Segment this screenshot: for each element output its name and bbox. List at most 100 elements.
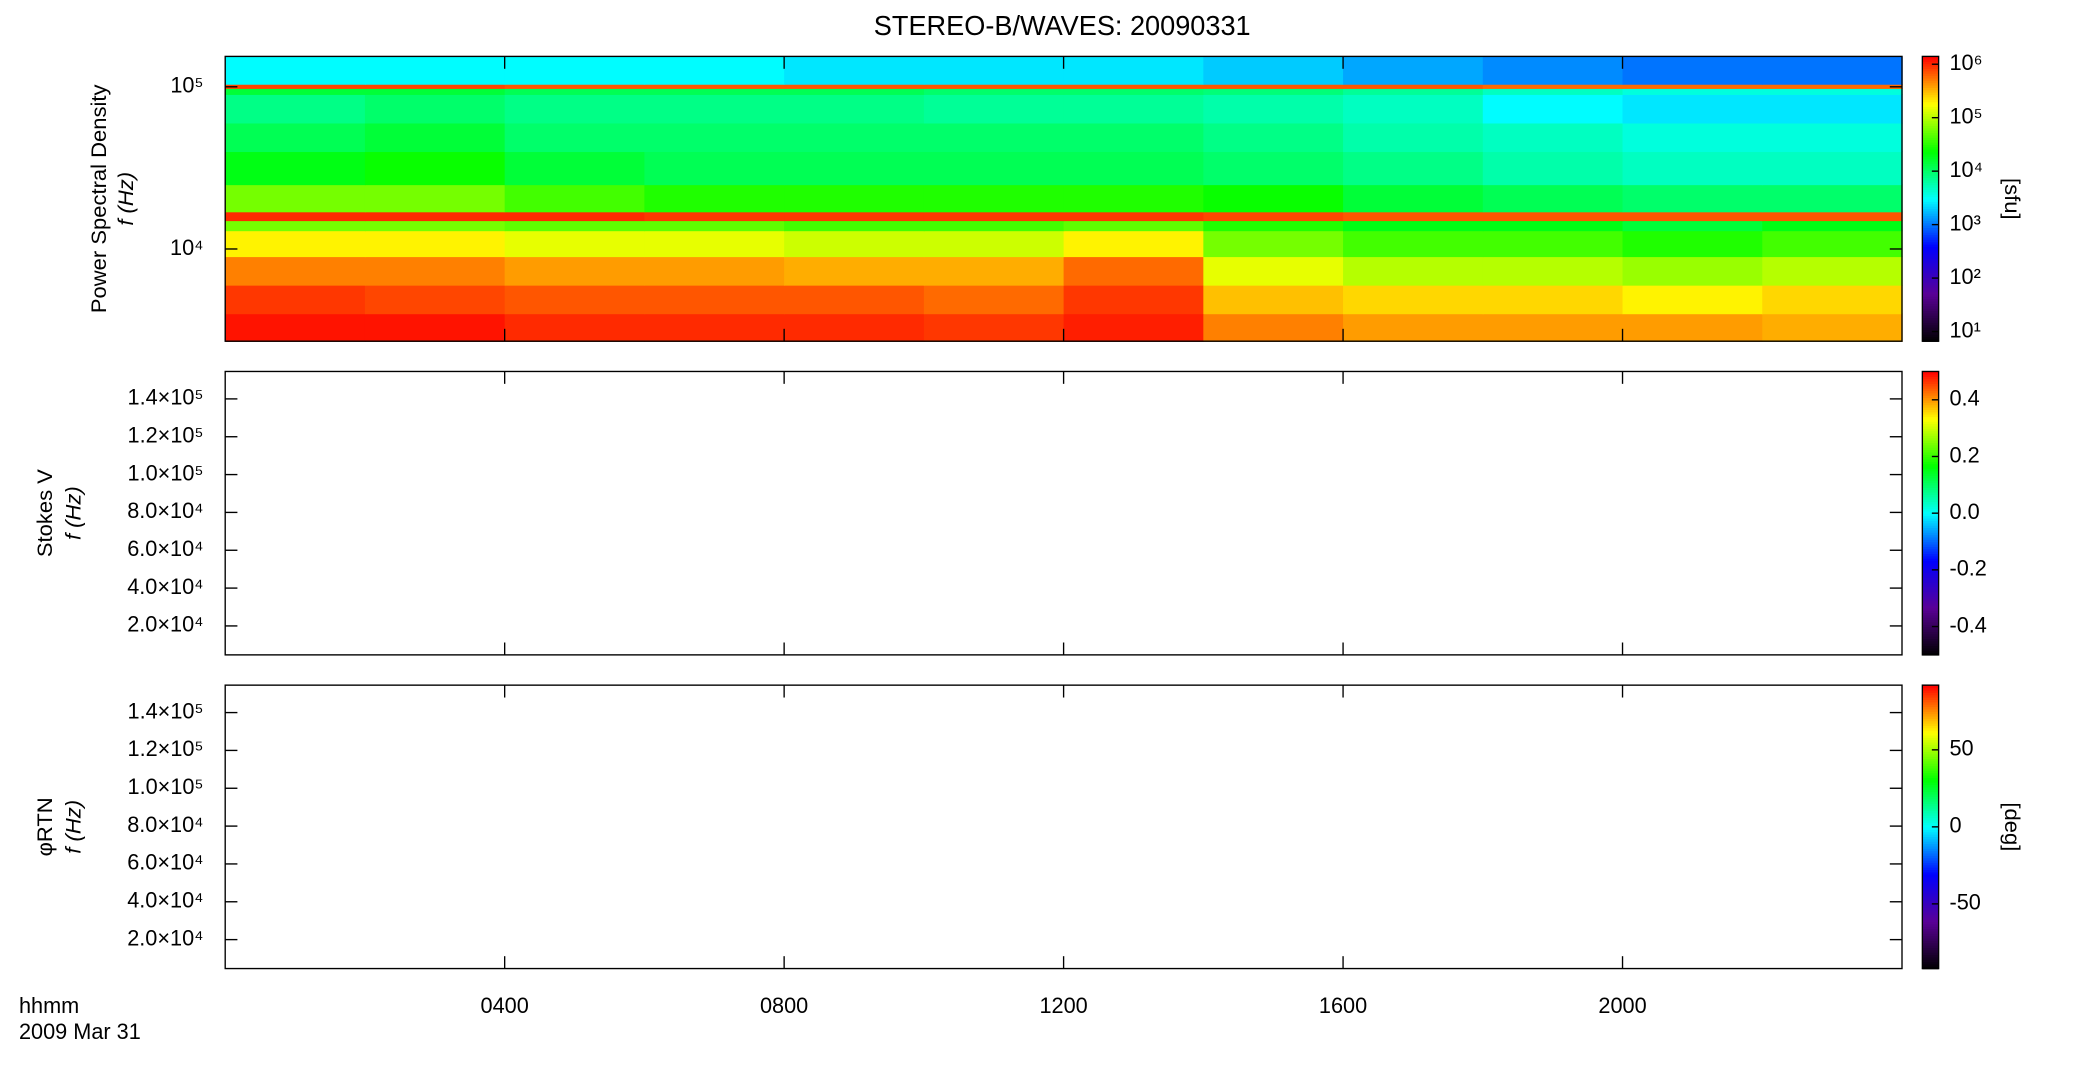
colorbar-segment bbox=[1922, 928, 1939, 932]
colorbar-segment bbox=[1922, 315, 1939, 319]
colorbar-segment bbox=[1922, 722, 1939, 726]
heatmap-cell bbox=[1063, 184, 1205, 213]
heatmap-cell bbox=[364, 220, 506, 232]
colorbar-segment bbox=[1922, 399, 1939, 403]
heatmap-cell bbox=[225, 313, 366, 342]
heatmap-cell bbox=[1203, 56, 1344, 85]
colorbar-segment bbox=[1922, 186, 1939, 190]
colorbar-segment bbox=[1922, 737, 1939, 741]
colorbar-segment bbox=[1922, 793, 1939, 797]
colorbar-tick-label: 10³ bbox=[1949, 210, 1980, 235]
colorbar-segment bbox=[1922, 189, 1939, 193]
heatmap-cell bbox=[1482, 284, 1624, 315]
colorbar-segment bbox=[1922, 477, 1939, 481]
colorbar-segment bbox=[1922, 334, 1939, 338]
colorbar-segment bbox=[1922, 236, 1939, 240]
heatmap-cell bbox=[1762, 88, 1903, 95]
y-axis-title: f (Hz) bbox=[60, 800, 85, 854]
colorbar-segment bbox=[1922, 734, 1939, 738]
colorbar-segment bbox=[1922, 122, 1939, 126]
colorbar-segment bbox=[1922, 944, 1939, 948]
colorbar-segment bbox=[1922, 869, 1939, 873]
colorbar-segment bbox=[1922, 909, 1939, 913]
heatmap-cell bbox=[504, 84, 646, 89]
heatmap-cell bbox=[644, 184, 785, 213]
colorbar-segment bbox=[1922, 129, 1939, 134]
colorbar-segment bbox=[1922, 404, 1939, 408]
colorbar-segment bbox=[1922, 284, 1939, 288]
heatmap-cell bbox=[644, 313, 785, 342]
colorbar-tick-label: -0.4 bbox=[1949, 612, 1986, 637]
heatmap-cell bbox=[1203, 84, 1344, 89]
colorbar-segment bbox=[1922, 87, 1939, 91]
colorbar-segment bbox=[1922, 312, 1939, 316]
heatmap-cell bbox=[923, 211, 1065, 222]
colorbar-tick-label: 50 bbox=[1949, 736, 1973, 761]
heatmap-cell bbox=[364, 211, 506, 222]
colorbar-segment bbox=[1922, 61, 1939, 65]
colorbar-segment bbox=[1922, 595, 1939, 599]
colorbar-segment bbox=[1922, 80, 1939, 84]
heatmap-cell bbox=[1203, 94, 1344, 124]
colorbar-segment bbox=[1922, 767, 1939, 771]
colorbar-segment bbox=[1922, 543, 1939, 547]
heatmap-cell bbox=[1482, 84, 1624, 89]
heatmap-cell bbox=[1343, 230, 1484, 258]
colorbar-segment bbox=[1922, 324, 1939, 328]
colorbar-segment bbox=[1922, 496, 1939, 500]
heatmap-cell bbox=[1063, 88, 1205, 95]
y-tick-label: 8.0×10⁴ bbox=[127, 812, 203, 837]
colorbar-segment bbox=[1922, 217, 1939, 221]
heatmap-cell bbox=[784, 184, 925, 213]
colorbar-segment bbox=[1922, 449, 1939, 453]
colorbar-segment bbox=[1922, 246, 1939, 250]
y-tick-label: 2.0×10⁴ bbox=[127, 612, 203, 637]
colorbar-segment bbox=[1922, 196, 1939, 200]
colorbar-segment bbox=[1922, 296, 1939, 300]
colorbar-segment bbox=[1922, 127, 1939, 131]
heatmap-cell bbox=[1762, 256, 1903, 286]
colorbar-segment bbox=[1922, 947, 1939, 951]
colorbar-segment bbox=[1922, 918, 1939, 923]
colorbar-segment bbox=[1922, 319, 1939, 323]
colorbar-segment bbox=[1922, 510, 1939, 514]
colorbar-segment bbox=[1922, 305, 1939, 309]
colorbar-segment bbox=[1922, 113, 1939, 117]
heatmap-cell bbox=[1622, 56, 1763, 85]
date-label: 2009 Mar 31 bbox=[19, 1019, 141, 1044]
colorbar-segment bbox=[1922, 760, 1939, 764]
heatmap-cell bbox=[364, 313, 506, 342]
colorbar-segment bbox=[1922, 777, 1939, 781]
heatmap-cell bbox=[1482, 211, 1624, 222]
colorbar-segment bbox=[1922, 213, 1939, 217]
colorbar-frame bbox=[1921, 55, 1940, 342]
colorbar-segment bbox=[1922, 499, 1939, 503]
colorbar-segment bbox=[1922, 914, 1939, 918]
colorbar-segment bbox=[1922, 883, 1939, 887]
panel-frame bbox=[224, 684, 1903, 970]
colorbar-segment bbox=[1922, 584, 1939, 588]
y-tick-label: 8.0×10⁴ bbox=[127, 498, 203, 523]
colorbar-segment bbox=[1922, 836, 1939, 840]
colorbar-segment bbox=[1922, 265, 1939, 269]
colorbar-segment bbox=[1922, 867, 1939, 871]
colorbar-segment bbox=[1922, 227, 1939, 231]
heatmap-cell bbox=[784, 56, 925, 85]
colorbar-segment bbox=[1922, 930, 1939, 934]
heatmap-cell bbox=[923, 184, 1065, 213]
x-tick-label: 2000 bbox=[1598, 993, 1646, 1018]
colorbar-segment bbox=[1922, 56, 1939, 60]
colorbar-segment bbox=[1922, 165, 1939, 169]
heatmap-cell bbox=[1343, 84, 1484, 89]
colorbar-segment bbox=[1922, 541, 1939, 545]
colorbar-segment bbox=[1922, 751, 1939, 755]
colorbar-segment bbox=[1922, 756, 1939, 760]
colorbar-segment bbox=[1922, 838, 1939, 842]
colorbar-segment bbox=[1922, 779, 1939, 783]
colorbar-segment bbox=[1922, 862, 1939, 866]
colorbar-segment bbox=[1922, 454, 1939, 458]
heatmap-cell bbox=[1063, 220, 1205, 232]
colorbar-segment bbox=[1922, 239, 1939, 243]
colorbar-segment bbox=[1922, 300, 1939, 304]
colorbar-segment bbox=[1922, 848, 1939, 852]
